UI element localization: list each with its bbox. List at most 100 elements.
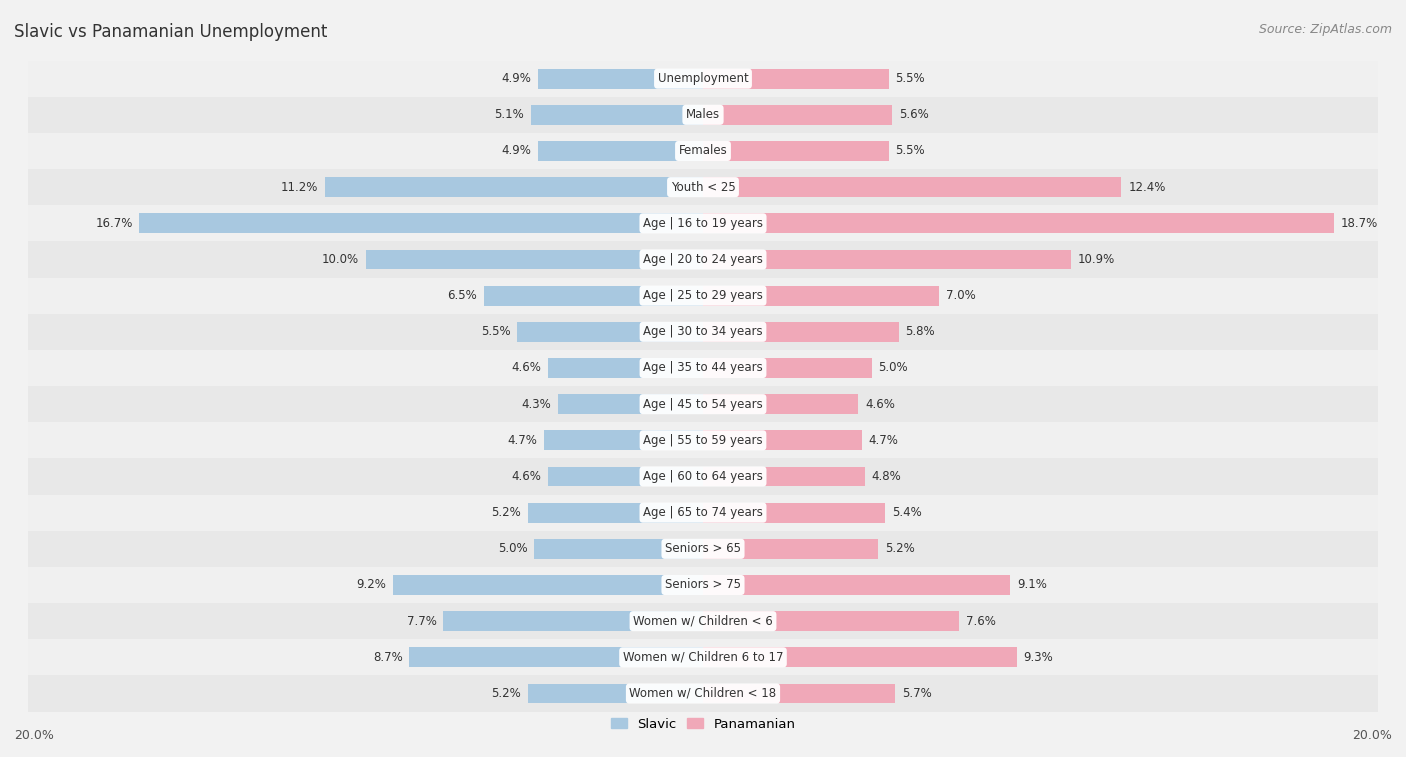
Bar [484, 285, 703, 306]
Bar [703, 647, 1017, 667]
Bar [28, 350, 1378, 386]
Bar [703, 611, 959, 631]
Text: 20.0%: 20.0% [1353, 729, 1392, 742]
Text: 9.2%: 9.2% [356, 578, 385, 591]
Bar [28, 567, 1378, 603]
Bar [703, 141, 889, 161]
Bar [703, 575, 1010, 595]
Legend: Slavic, Panamanian: Slavic, Panamanian [610, 718, 796, 731]
Text: 5.1%: 5.1% [495, 108, 524, 121]
Text: Age | 20 to 24 years: Age | 20 to 24 years [643, 253, 763, 266]
Bar [28, 639, 1378, 675]
Text: 4.7%: 4.7% [869, 434, 898, 447]
Text: Age | 55 to 59 years: Age | 55 to 59 years [643, 434, 763, 447]
Text: Age | 30 to 34 years: Age | 30 to 34 years [643, 326, 763, 338]
Text: Slavic vs Panamanian Unemployment: Slavic vs Panamanian Unemployment [14, 23, 328, 41]
Bar [703, 177, 1122, 197]
Bar [28, 675, 1378, 712]
Bar [703, 105, 891, 125]
Text: 11.2%: 11.2% [281, 181, 318, 194]
Bar [548, 358, 703, 378]
Bar [28, 205, 1378, 241]
Bar [703, 322, 898, 341]
Bar [703, 431, 862, 450]
Text: 20.0%: 20.0% [14, 729, 53, 742]
Text: 4.3%: 4.3% [522, 397, 551, 410]
Text: 5.0%: 5.0% [879, 362, 908, 375]
Bar [703, 69, 889, 89]
Bar [28, 241, 1378, 278]
Text: Age | 25 to 29 years: Age | 25 to 29 years [643, 289, 763, 302]
Bar [325, 177, 703, 197]
Bar [703, 213, 1334, 233]
Text: 7.6%: 7.6% [966, 615, 995, 628]
Text: Women w/ Children < 18: Women w/ Children < 18 [630, 687, 776, 700]
Bar [544, 431, 703, 450]
Text: Males: Males [686, 108, 720, 121]
Bar [537, 69, 703, 89]
Text: 4.9%: 4.9% [501, 145, 531, 157]
Text: 4.6%: 4.6% [512, 470, 541, 483]
Text: 5.4%: 5.4% [891, 506, 922, 519]
Bar [537, 141, 703, 161]
Text: 5.2%: 5.2% [491, 506, 520, 519]
Bar [703, 539, 879, 559]
Bar [703, 466, 865, 487]
Text: Seniors > 75: Seniors > 75 [665, 578, 741, 591]
Text: 5.7%: 5.7% [903, 687, 932, 700]
Text: 5.5%: 5.5% [896, 72, 925, 85]
Bar [28, 531, 1378, 567]
Text: 4.9%: 4.9% [501, 72, 531, 85]
Bar [392, 575, 703, 595]
Text: Youth < 25: Youth < 25 [671, 181, 735, 194]
Text: 16.7%: 16.7% [96, 217, 132, 230]
Bar [139, 213, 703, 233]
Text: 7.0%: 7.0% [946, 289, 976, 302]
Text: 18.7%: 18.7% [1341, 217, 1378, 230]
Text: 12.4%: 12.4% [1128, 181, 1166, 194]
Text: 4.7%: 4.7% [508, 434, 537, 447]
Bar [28, 169, 1378, 205]
Bar [28, 278, 1378, 313]
Text: Age | 16 to 19 years: Age | 16 to 19 years [643, 217, 763, 230]
Text: Seniors > 65: Seniors > 65 [665, 542, 741, 556]
Text: Unemployment: Unemployment [658, 72, 748, 85]
Text: 9.3%: 9.3% [1024, 651, 1053, 664]
Text: 5.6%: 5.6% [898, 108, 928, 121]
Text: 9.1%: 9.1% [1017, 578, 1046, 591]
Text: 5.2%: 5.2% [886, 542, 915, 556]
Bar [703, 394, 858, 414]
Bar [28, 97, 1378, 133]
Text: Age | 45 to 54 years: Age | 45 to 54 years [643, 397, 763, 410]
Text: 4.6%: 4.6% [865, 397, 894, 410]
Bar [527, 684, 703, 703]
Bar [517, 322, 703, 341]
Text: 7.7%: 7.7% [406, 615, 436, 628]
Bar [409, 647, 703, 667]
Bar [28, 603, 1378, 639]
Text: 4.6%: 4.6% [512, 362, 541, 375]
Bar [28, 386, 1378, 422]
Text: 10.9%: 10.9% [1077, 253, 1115, 266]
Bar [548, 466, 703, 487]
Text: 10.0%: 10.0% [322, 253, 359, 266]
Text: Women w/ Children 6 to 17: Women w/ Children 6 to 17 [623, 651, 783, 664]
Text: Women w/ Children < 6: Women w/ Children < 6 [633, 615, 773, 628]
Text: Age | 60 to 64 years: Age | 60 to 64 years [643, 470, 763, 483]
Bar [558, 394, 703, 414]
Bar [703, 285, 939, 306]
Text: 5.5%: 5.5% [896, 145, 925, 157]
Bar [531, 105, 703, 125]
Text: 5.0%: 5.0% [498, 542, 527, 556]
Bar [28, 494, 1378, 531]
Bar [28, 422, 1378, 459]
Bar [703, 684, 896, 703]
Text: 4.8%: 4.8% [872, 470, 901, 483]
Bar [534, 539, 703, 559]
Text: Age | 65 to 74 years: Age | 65 to 74 years [643, 506, 763, 519]
Bar [527, 503, 703, 522]
Bar [366, 250, 703, 269]
Bar [28, 459, 1378, 494]
Bar [703, 250, 1071, 269]
Text: 5.2%: 5.2% [491, 687, 520, 700]
